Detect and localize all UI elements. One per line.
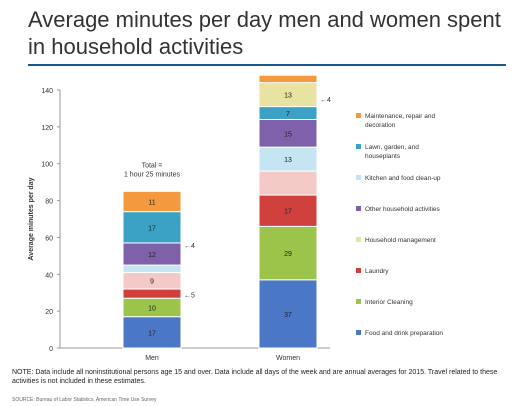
side-annotation: ←5 (184, 293, 195, 300)
side-annotation: ←4 (320, 97, 331, 104)
legend-label: houseplants (365, 153, 401, 160)
y-tick-label: 140 (41, 88, 53, 95)
bar-segment (122, 264, 182, 273)
bar-segment (122, 288, 182, 299)
y-tick-label: 60 (45, 235, 53, 242)
segment-label: 37 (284, 312, 292, 319)
stacked-bar-chart: 0 20 40 60 80 100 120 140 Average minutes per da… (28, 74, 443, 362)
segment-label: 12 (148, 252, 156, 259)
legend-label: Laundry (365, 268, 389, 275)
segment-label: 17 (148, 330, 156, 337)
y-tick-label: 40 (45, 272, 53, 279)
y-tick-label: 120 (41, 125, 53, 132)
segment-label: 13 (284, 157, 292, 164)
bar-segment (258, 279, 318, 349)
chart-title: Average minutes per day men and women sp… (28, 7, 501, 59)
bar-segment (122, 190, 182, 213)
legend-swatch (356, 330, 361, 335)
chart-note: NOTE: Data include all noninstitutional … (12, 369, 498, 385)
segment-label: 13 (284, 93, 292, 100)
legend-swatch (356, 237, 361, 242)
chart-source: SOURCE: Bureau of Labor Statistics, Amer… (12, 397, 157, 403)
bar-segment (122, 211, 182, 244)
total-label-line2: 1 hour 25 minutes (124, 171, 181, 178)
legend-label: decoration (365, 122, 396, 129)
bar-segment (258, 74, 318, 84)
legend-label: Interior Cleaning (365, 299, 413, 306)
legend-swatch (356, 268, 361, 273)
bar-segment (258, 118, 318, 148)
legend-swatch (356, 144, 361, 149)
segment-label: 15 (284, 131, 292, 138)
legend-label: Other household activities (365, 206, 441, 213)
legend-label: Kitchen and food clean-up (365, 175, 441, 182)
segment-label: 7 (286, 111, 290, 118)
legend-label: Lawn, garden, and (365, 144, 419, 151)
y-axis-title: Average minutes per day (28, 177, 35, 260)
legend-swatch (356, 113, 361, 118)
x-category-label: Women (276, 355, 300, 362)
bar-segment (258, 194, 318, 227)
segment-label: 17 (284, 209, 292, 216)
bar-segment (258, 170, 318, 196)
segment-label: 29 (284, 251, 292, 258)
segment-label: 17 (148, 225, 156, 232)
y-tick-label: 0 (49, 346, 53, 353)
y-tick-label: 80 (45, 199, 53, 206)
total-label-line1: Total = (142, 162, 163, 169)
y-tick-label: 100 (41, 162, 53, 169)
side-annotation: ←4 (184, 243, 195, 250)
legend-label: Food and drink preparation (365, 330, 443, 337)
bar-segment (258, 225, 318, 281)
legend-swatch (356, 299, 361, 304)
legend-swatch (356, 206, 361, 211)
title-rule (28, 64, 506, 66)
segment-label: 10 (148, 305, 156, 312)
legend-swatch (356, 175, 361, 180)
legend-label: Household management (365, 237, 436, 244)
segment-label: 11 (148, 199, 155, 206)
x-category-label: Men (145, 355, 159, 362)
y-tick-label: 20 (45, 309, 53, 316)
segment-label: 9 (150, 279, 154, 286)
legend-label: Maintenance, repair and (365, 113, 435, 120)
